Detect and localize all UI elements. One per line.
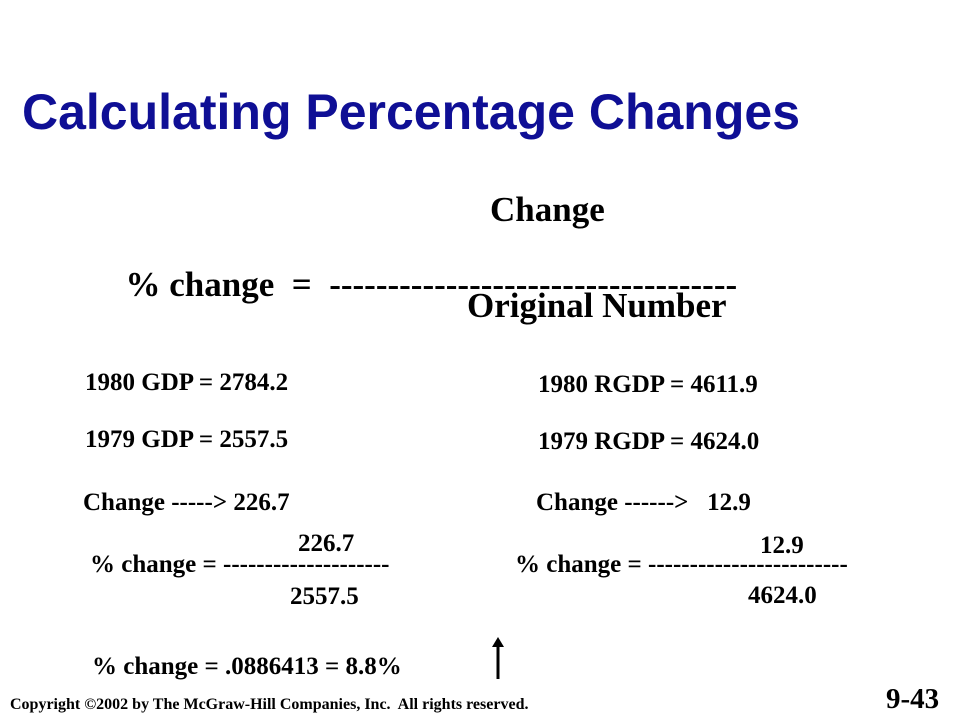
copyright-notice: Copyright ©2002 by The McGraw-Hill Compa…: [10, 696, 529, 713]
gdp-change-line: Change -----> 226.7: [83, 489, 290, 516]
formula-bar: -----------------------------------: [329, 265, 738, 304]
gdp-pct-numerator: 226.7: [298, 530, 355, 557]
up-arrow-icon: [492, 637, 504, 679]
formula-denominator: Original Number: [467, 286, 727, 325]
formula-line: % change = -----------------------------…: [108, 232, 738, 304]
gdp-1980: 1980 GDP = 2784.2: [85, 369, 289, 396]
rgdp-pct-denominator: 4624.0: [748, 582, 817, 609]
gdp-1979: 1979 GDP = 2557.5: [85, 426, 289, 453]
slide-number: 9-43: [886, 683, 940, 715]
rgdp-pct-line: % change = ------------------------: [515, 551, 848, 578]
gdp-pct-line: % change = --------------------: [90, 551, 390, 578]
rgdp-change-line: Change ------> 12.9: [536, 489, 751, 516]
formula-numerator: Change: [490, 190, 605, 229]
gdp-pct-denominator: 2557.5: [290, 583, 359, 610]
formula-lhs: % change =: [125, 265, 330, 304]
gdp-pct-result: % change = .0886413 = 8.8%: [92, 653, 402, 680]
rgdp-1980: 1980 RGDP = 4611.9: [538, 371, 758, 398]
slide-title: Calculating Percentage Changes: [22, 84, 801, 140]
rgdp-pct-numerator: 12.9: [760, 532, 804, 559]
rgdp-1979: 1979 RGDP = 4624.0: [538, 428, 760, 455]
